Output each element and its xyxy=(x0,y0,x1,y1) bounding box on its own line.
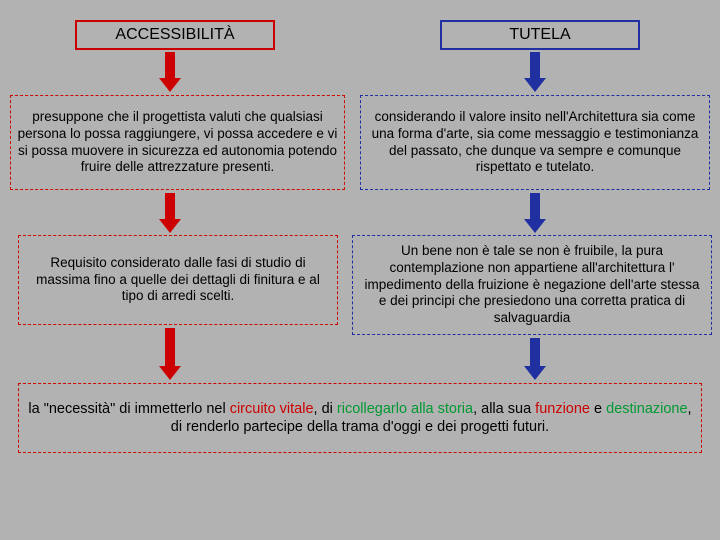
header-right-text: TUTELA xyxy=(509,25,570,45)
arrow-2-left xyxy=(158,193,182,233)
box2-right-text: Un bene non è tale se non è fruibile, la… xyxy=(359,243,705,327)
header-right: TUTELA xyxy=(440,20,640,50)
box1-right-text: considerando il valore insito nell'Archi… xyxy=(367,109,703,177)
final-box: la "necessità" di immetterlo nel circuit… xyxy=(18,383,702,453)
arrow-2-right xyxy=(523,193,547,233)
arrow-3-right xyxy=(523,338,547,380)
final-text: la "necessità" di immetterlo nel circuit… xyxy=(25,400,695,436)
arrow-1-right xyxy=(523,52,547,92)
box2-right: Un bene non è tale se non è fruibile, la… xyxy=(352,235,712,335)
box1-left-text: presuppone che il progettista valuti che… xyxy=(17,109,338,177)
box2-left: Requisito considerato dalle fasi di stud… xyxy=(18,235,338,325)
header-left-text: ACCESSIBILITÀ xyxy=(115,25,234,45)
header-left: ACCESSIBILITÀ xyxy=(75,20,275,50)
arrow-3-left xyxy=(158,328,182,380)
box1-left: presuppone che il progettista valuti che… xyxy=(10,95,345,190)
box2-left-text: Requisito considerato dalle fasi di stud… xyxy=(25,255,331,306)
box1-right: considerando il valore insito nell'Archi… xyxy=(360,95,710,190)
arrow-1-left xyxy=(158,52,182,92)
